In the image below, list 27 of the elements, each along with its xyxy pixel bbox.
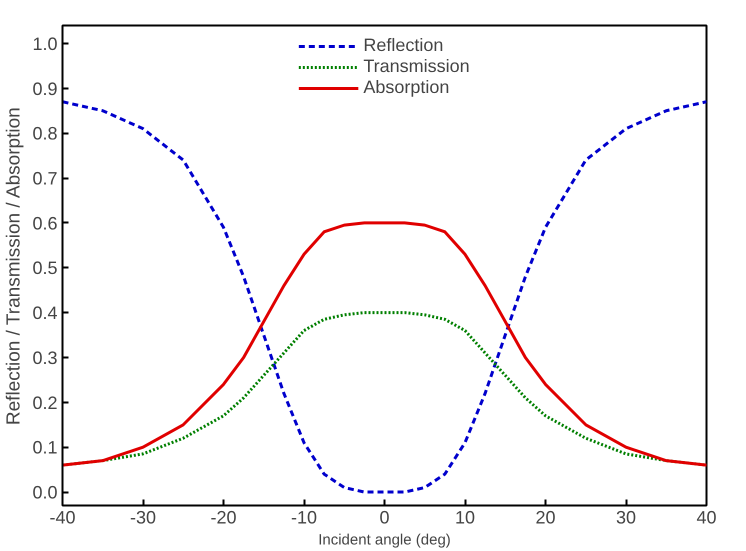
y-tick-label: 0.7 [32,168,58,189]
line-series [62,221,706,467]
y-tick-label: 1.0 [32,34,58,54]
x-tick-label: 10 [454,508,476,528]
x-tick-label: 40 [696,508,717,528]
y-tick-label: 0.9 [32,78,58,99]
y-tick-label: 0.2 [32,392,58,413]
x-tick-label: 0 [379,508,390,528]
x-tick-label: 30 [616,508,636,528]
y-tick-label: 0.1 [32,438,58,458]
y-tick-label: 0.8 [32,124,58,144]
y-tick-label: 0.5 [32,258,58,278]
line-series [62,100,706,494]
y-tick-label: 0.3 [32,348,58,368]
x-tick-label: 20 [535,508,556,528]
x-tick-label: -40 [49,508,76,528]
y-tick-label: 0.4 [32,303,58,324]
x-tick-label: -10 [290,508,318,528]
x-tick-label: -20 [210,508,237,528]
y-tick-label: 0.0 [32,482,58,503]
x-tick-label: -30 [130,508,156,528]
y-tick-label: 0.6 [32,213,58,234]
y-axis-title: Reflection / Transmission / Absorption [3,107,24,426]
legend-label: Absorption [363,77,450,98]
legend-label: Reflection [363,35,444,56]
x-axis-title: Incident angle (deg) [318,532,451,548]
legend-label: Transmission [363,56,470,77]
